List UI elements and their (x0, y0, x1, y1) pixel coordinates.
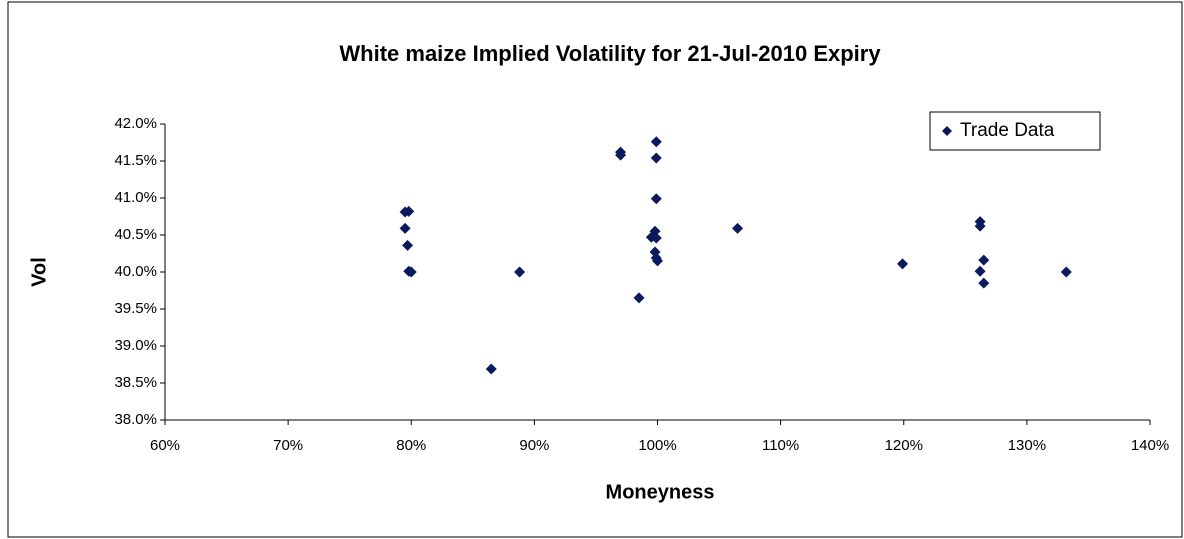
data-point (732, 222, 744, 234)
x-tick-label: 60% (150, 437, 180, 454)
legend-marker (942, 126, 952, 136)
y-tick-label: 40.0% (114, 263, 157, 280)
data-point (405, 266, 417, 278)
y-tick-label: 39.5% (114, 300, 157, 317)
data-point (974, 220, 986, 232)
data-point (514, 266, 526, 278)
x-tick-label: 110% (762, 437, 799, 454)
data-point (974, 265, 986, 277)
data-point (402, 239, 414, 251)
data-point (650, 152, 662, 164)
data-point (615, 149, 627, 161)
x-tick-label: 100% (638, 437, 676, 454)
x-tick-label: 70% (273, 437, 303, 454)
x-tick-label: 130% (1008, 437, 1046, 454)
data-point (650, 232, 662, 244)
legend-label: Trade Data (960, 120, 1055, 141)
x-axis-label: Moneyness (606, 481, 715, 503)
y-tick-label: 41.0% (114, 189, 157, 206)
x-tick-label: 80% (396, 437, 426, 454)
data-point (399, 222, 411, 234)
data-point (485, 363, 497, 375)
data-point (633, 292, 645, 304)
data-point (650, 136, 662, 148)
y-tick-label: 38.5% (114, 374, 157, 391)
y-tick-label: 38.0% (114, 411, 157, 428)
data-point (978, 254, 990, 266)
x-tick-label: 140% (1131, 437, 1169, 454)
chart-border (7, 1, 1183, 538)
data-point (978, 277, 990, 289)
data-point (897, 258, 909, 270)
y-tick-label: 40.5% (114, 226, 157, 243)
chart-title: White maize Implied Volatility for 21-Ju… (339, 41, 881, 66)
data-point (399, 206, 411, 218)
y-tick-label: 41.5% (114, 152, 157, 169)
data-point (650, 193, 662, 205)
data-point (652, 255, 663, 267)
y-tick-label: 42.0% (114, 115, 157, 132)
x-tick-label: 120% (885, 437, 923, 454)
y-axis-label: Vol (28, 257, 50, 287)
legend-box (929, 111, 1101, 151)
y-tick-label: 39.0% (114, 337, 157, 354)
x-tick-label: 90% (519, 437, 549, 454)
data-point (1060, 266, 1072, 278)
